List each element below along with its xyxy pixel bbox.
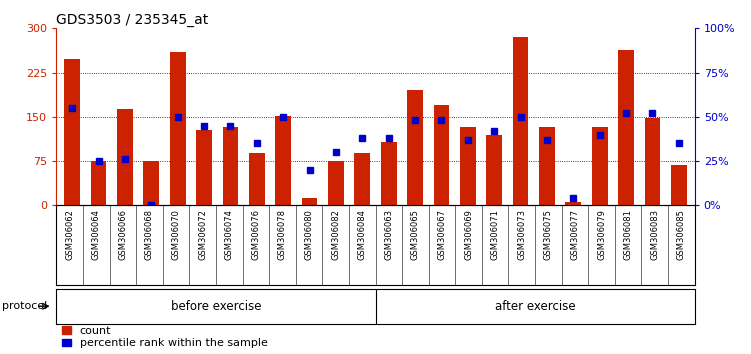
- Legend: count, percentile rank within the sample: count, percentile rank within the sample: [62, 326, 267, 348]
- Text: GSM306069: GSM306069: [464, 209, 473, 260]
- Text: GSM306082: GSM306082: [331, 209, 340, 260]
- Bar: [249, 153, 264, 205]
- Bar: [671, 165, 686, 205]
- Text: GSM306067: GSM306067: [438, 209, 447, 260]
- Text: GSM306078: GSM306078: [278, 209, 287, 260]
- Bar: [143, 161, 159, 205]
- Text: GSM306079: GSM306079: [597, 209, 606, 260]
- Text: GSM306065: GSM306065: [411, 209, 420, 260]
- Text: GSM306062: GSM306062: [65, 209, 74, 260]
- Bar: [618, 50, 634, 205]
- Bar: [487, 135, 502, 205]
- Text: GDS3503 / 235345_at: GDS3503 / 235345_at: [56, 13, 209, 27]
- Bar: [91, 161, 107, 205]
- Text: GSM306073: GSM306073: [517, 209, 526, 260]
- Bar: [354, 153, 370, 205]
- Bar: [460, 127, 475, 205]
- Text: GSM306083: GSM306083: [650, 209, 659, 260]
- Bar: [644, 118, 660, 205]
- Bar: [381, 142, 397, 205]
- Text: GSM306066: GSM306066: [119, 209, 128, 260]
- Bar: [117, 109, 133, 205]
- Bar: [592, 127, 608, 205]
- Text: GSM306084: GSM306084: [357, 209, 366, 260]
- Text: before exercise: before exercise: [170, 300, 261, 313]
- Text: GSM306075: GSM306075: [544, 209, 553, 260]
- Bar: [328, 161, 344, 205]
- Bar: [566, 202, 581, 205]
- Text: GSM306068: GSM306068: [145, 209, 154, 260]
- Bar: [302, 198, 318, 205]
- Text: GSM306074: GSM306074: [225, 209, 234, 260]
- Text: GSM306072: GSM306072: [198, 209, 207, 260]
- Bar: [65, 59, 80, 205]
- Text: GSM306085: GSM306085: [677, 209, 686, 260]
- Text: GSM306077: GSM306077: [571, 209, 580, 260]
- Text: GSM306070: GSM306070: [171, 209, 180, 260]
- Bar: [407, 90, 423, 205]
- Text: GSM306063: GSM306063: [385, 209, 394, 260]
- Bar: [196, 130, 212, 205]
- Bar: [222, 127, 238, 205]
- Bar: [539, 127, 555, 205]
- Text: GSM306076: GSM306076: [252, 209, 261, 260]
- Bar: [433, 105, 449, 205]
- Bar: [170, 52, 185, 205]
- Bar: [276, 116, 291, 205]
- Text: GSM306080: GSM306080: [304, 209, 313, 260]
- Text: after exercise: after exercise: [495, 300, 575, 313]
- Text: protocol: protocol: [2, 301, 47, 311]
- Text: GSM306081: GSM306081: [623, 209, 632, 260]
- Text: GSM306071: GSM306071: [490, 209, 499, 260]
- Text: GSM306064: GSM306064: [92, 209, 101, 260]
- Bar: [513, 37, 529, 205]
